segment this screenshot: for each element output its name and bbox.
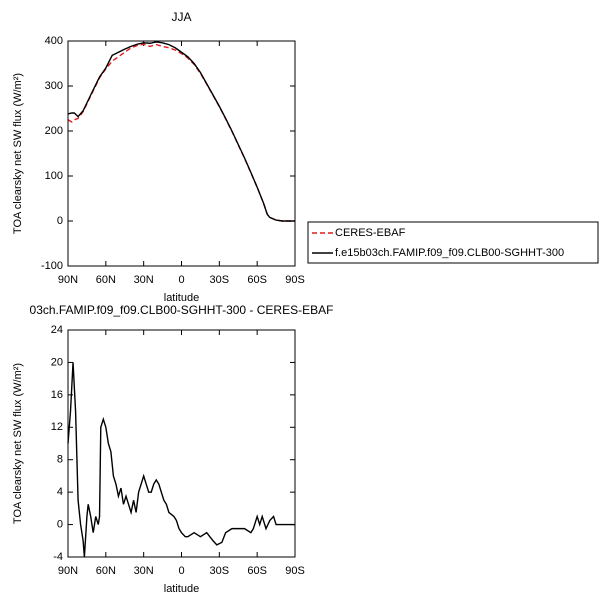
x-tick-label: 60S [247,274,267,286]
x-tick-label: 30S [210,565,230,577]
legend-label: CERES-EBAF [335,227,406,239]
y-tick-label: 20 [51,356,63,368]
chart-title: 03ch.FAMIP.f09_f09.CLB00-SGHHT-300 - CER… [30,303,334,317]
y-tick-label: -100 [41,260,63,272]
x-tick-label: 90S [285,565,305,577]
y-tick-label: 300 [45,80,63,92]
x-tick-label: 60N [96,565,116,577]
x-tick-label: 90S [285,274,305,286]
y-axis-label: TOA clearsky net SW flux (W/m²) [12,363,24,524]
chart-title: JJA [171,10,191,24]
x-tick-label: 60S [247,565,267,577]
y-tick-label: 24 [51,324,63,336]
x-tick-label: 30N [134,565,154,577]
x-tick-label: 30S [210,274,230,286]
x-tick-label: 90N [58,274,78,286]
y-tick-label: 4 [57,486,63,498]
y-tick-label: 8 [57,454,63,466]
x-tick-label: 0 [178,565,184,577]
x-tick-label: 60N [96,274,116,286]
data-line [67,43,295,222]
y-tick-label: 100 [45,170,63,182]
data-line [67,362,295,558]
y-tick-label: 0 [57,215,63,227]
x-tick-label: 30N [134,274,154,286]
x-tick-label: 90N [58,565,78,577]
y-tick-label: 0 [57,518,63,530]
data-line [67,41,295,222]
y-tick-label: 400 [45,35,63,47]
plot-frame [67,40,296,267]
x-axis-label: latitude [164,292,199,304]
x-tick-label: 0 [178,274,184,286]
y-tick-label: 200 [45,125,63,137]
y-axis-label: TOA clearsky net SW flux (W/m²) [12,73,24,234]
legend-label: f.e15b03ch.FAMIP.f09_f09.CLB00-SGHHT-300 [335,247,564,259]
x-axis-label: latitude [164,583,199,595]
y-tick-label: -4 [53,551,63,563]
legend-box [307,221,599,264]
plot-frame [67,329,296,558]
y-tick-label: 16 [51,389,63,401]
y-tick-label: 12 [51,421,63,433]
